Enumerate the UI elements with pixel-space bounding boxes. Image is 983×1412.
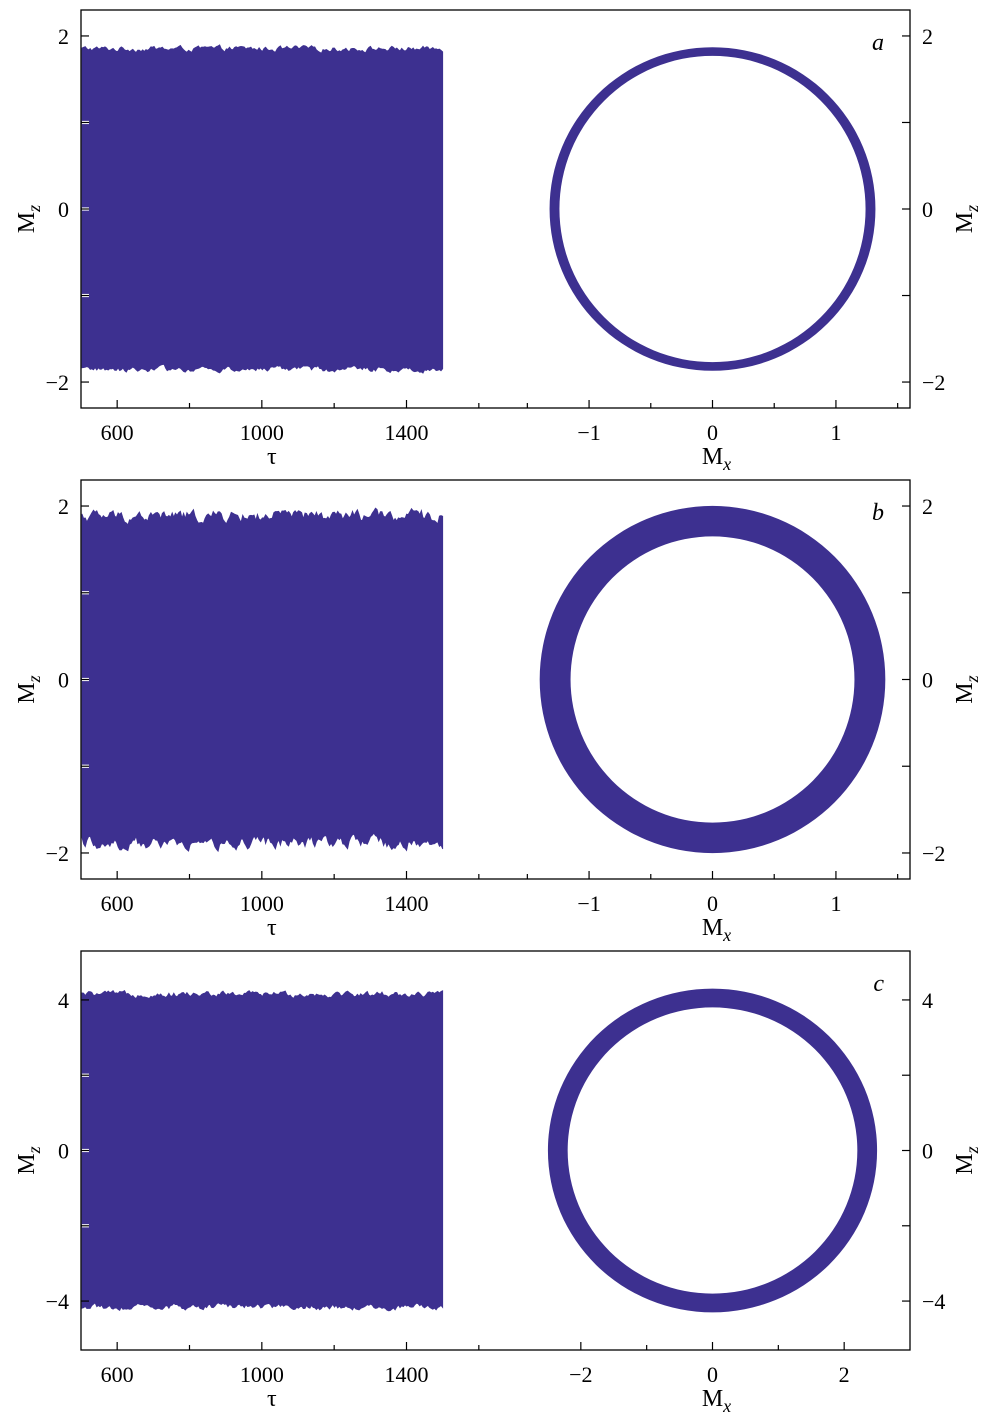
time-series-band xyxy=(81,990,444,1312)
x-tick-label-time: 600 xyxy=(101,420,134,445)
x-tick-label-phase: 0 xyxy=(707,1362,718,1387)
phase-portrait-ring xyxy=(539,505,886,854)
x-axis-label-phase: Mx xyxy=(702,915,731,945)
phase-portrait-ring xyxy=(549,47,876,371)
x-tick-label-time: 600 xyxy=(101,1362,134,1387)
x-tick-label-phase: −1 xyxy=(577,420,600,445)
y-axis-label-left: Mz xyxy=(14,1146,44,1174)
panel-letter: a xyxy=(872,30,884,56)
y-tick-label-right: −2 xyxy=(922,370,945,395)
y-tick-label-left: 2 xyxy=(58,24,69,49)
y-tick-label-right: 0 xyxy=(922,1139,933,1164)
y-tick-label-left: 0 xyxy=(58,668,69,693)
x-axis-label-phase: Mx xyxy=(702,444,731,474)
y-tick-label-left: −2 xyxy=(46,370,69,395)
y-tick-label-left: −2 xyxy=(46,841,69,866)
x-tick-label-phase: 2 xyxy=(839,1362,850,1387)
y-tick-label-right: 2 xyxy=(922,494,933,519)
panel-letter: c xyxy=(873,971,884,997)
y-tick-label-right: 0 xyxy=(922,197,933,222)
x-tick-label-time: 1400 xyxy=(385,891,429,916)
y-tick-label-right: 2 xyxy=(922,24,933,49)
y-axis-label-left: Mz xyxy=(14,205,44,233)
y-tick-label-left: 2 xyxy=(58,494,69,519)
x-axis-label-phase: Mx xyxy=(702,1386,731,1412)
y-axis-label-right: Mz xyxy=(952,675,982,703)
x-tick-label-phase: 0 xyxy=(707,420,718,445)
panel-letter: b xyxy=(872,500,884,526)
y-tick-label-right: −4 xyxy=(922,1289,945,1314)
y-tick-label-right: 0 xyxy=(922,668,933,693)
y-axis-label-right: Mz xyxy=(952,205,982,233)
panel-a: −2 −2 0 0 2 2 600 1000 1400 −1 0 1 Mz Mz τ Mx a xyxy=(14,9,982,474)
x-tick-label-phase: 1 xyxy=(830,891,841,916)
x-tick-label-time: 1000 xyxy=(240,1362,284,1387)
x-tick-label-phase: −1 xyxy=(577,891,600,916)
x-tick-label-time: 1400 xyxy=(385,1362,429,1387)
panel-b: −2 −2 0 0 2 2 600 1000 1400 −1 0 1 Mz Mz τ Mx b xyxy=(14,479,982,945)
x-tick-label-time: 1000 xyxy=(240,420,284,445)
x-tick-label-phase: 0 xyxy=(707,891,718,916)
x-tick-label-phase: 1 xyxy=(830,420,841,445)
y-axis-label-left: Mz xyxy=(14,675,44,703)
y-tick-label-left: 4 xyxy=(58,988,69,1013)
y-tick-label-left: 0 xyxy=(58,197,69,222)
y-tick-label-left: 0 xyxy=(58,1139,69,1164)
y-tick-label-right: 4 xyxy=(922,988,933,1013)
x-axis-label-time: τ xyxy=(267,1386,277,1412)
x-tick-label-time: 600 xyxy=(101,891,134,916)
phase-portrait-ring xyxy=(547,988,878,1313)
y-tick-label-right: −2 xyxy=(922,841,945,866)
time-series-band xyxy=(81,44,444,374)
x-tick-label-phase: −2 xyxy=(569,1362,592,1387)
y-axis-label-right: Mz xyxy=(952,1146,982,1174)
x-axis-label-time: τ xyxy=(267,915,277,941)
y-tick-label-left: −4 xyxy=(46,1289,69,1314)
x-tick-label-time: 1400 xyxy=(385,420,429,445)
time-series-band xyxy=(81,507,444,853)
x-axis-label-time: τ xyxy=(267,444,277,470)
panel-c: −4 −4 0 0 4 4 600 1000 1400 −2 0 2 Mz Mz τ Mx c xyxy=(14,950,982,1412)
x-tick-label-time: 1000 xyxy=(240,891,284,916)
